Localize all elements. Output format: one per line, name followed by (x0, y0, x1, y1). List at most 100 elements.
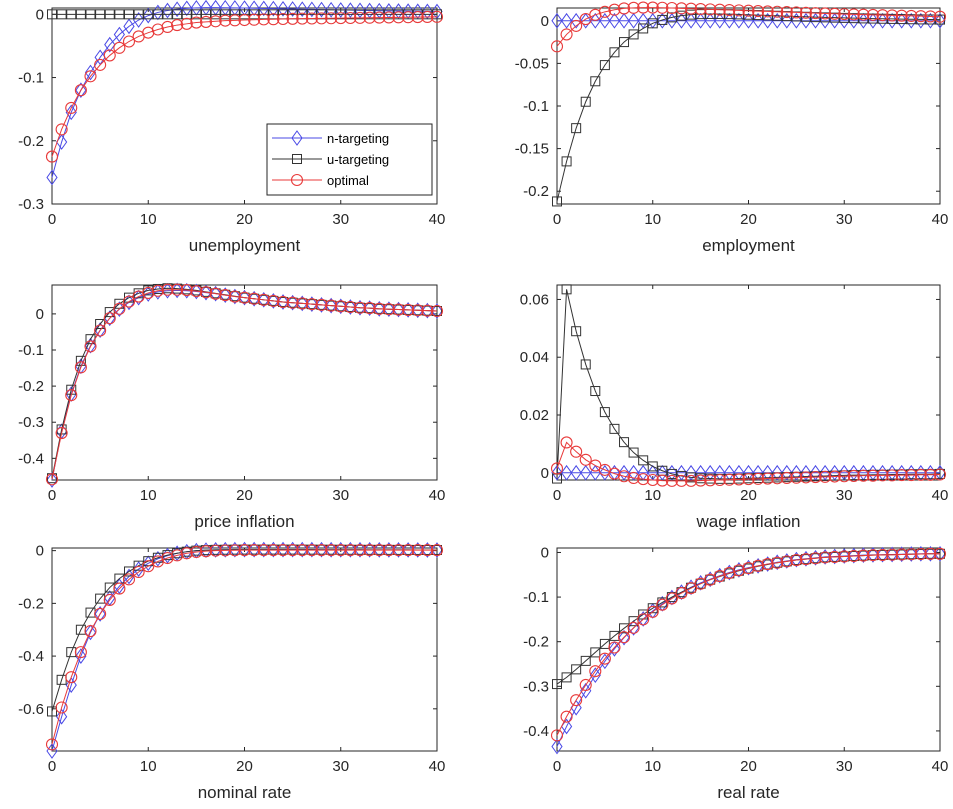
data-point-circle (286, 544, 299, 557)
data-point-circle (857, 8, 870, 21)
y-tick-label: -0.2 (523, 634, 549, 651)
data-point-circle (799, 553, 813, 566)
legend-label-n-targeting: n-targeting (327, 131, 389, 146)
y-tick-label: -0.1 (18, 342, 44, 359)
panel-wage-inflation: 0 10 20 30 40 0 0.02 0.04 0.06 wage inflation (520, 284, 948, 531)
data-point-circle (296, 12, 309, 25)
panel-real-rate: 0 10 20 30 40 0 -0.1 -0.2 -0.3 -0.4 real rate (523, 544, 948, 802)
data-point-square (561, 672, 572, 683)
y-tick-label: 0.04 (520, 349, 549, 366)
x-tick-label: 0 (48, 758, 56, 775)
data-point-square (628, 447, 639, 458)
data-point-circle (598, 652, 611, 665)
data-point-diamond (742, 464, 755, 481)
data-point-circle (895, 469, 908, 482)
data-point-diamond (354, 541, 366, 558)
data-point-circle (190, 16, 203, 29)
data-point-diamond (373, 300, 385, 317)
data-point-circle (617, 631, 631, 644)
data-point-circle (325, 544, 338, 557)
data-point-circle (828, 7, 841, 20)
data-point-circle (876, 548, 889, 561)
data-point-diamond (258, 0, 270, 17)
data-point-circle (228, 290, 241, 303)
y-tick-label: -0.2 (18, 378, 44, 395)
data-point-circle (382, 303, 395, 316)
data-point-diamond (296, 1, 308, 18)
data-point-square (552, 196, 562, 207)
data-point-diamond (123, 18, 135, 35)
data-point-circle (344, 11, 357, 25)
data-point-circle (799, 6, 813, 19)
data-point-diamond (924, 12, 937, 29)
data-point-diamond (637, 464, 649, 481)
data-point-circle (402, 544, 415, 557)
data-point-square (647, 461, 658, 472)
x-tick-label: 20 (236, 487, 253, 504)
data-point-circle (675, 474, 688, 487)
x-tick-label: 40 (932, 211, 949, 228)
data-point-circle (430, 10, 444, 23)
data-point-diamond (325, 541, 337, 558)
y-tick-label: -0.4 (18, 648, 44, 665)
series-optimal (550, 1, 947, 53)
data-point-circle (276, 12, 290, 26)
data-point-circle (809, 7, 822, 20)
data-point-diamond (675, 464, 688, 481)
data-point-circle (627, 471, 640, 485)
data-point-diamond (142, 555, 154, 572)
x-tick-label: 40 (429, 487, 446, 504)
data-point-circle (363, 302, 376, 315)
data-point-circle (103, 593, 116, 606)
x-tick-label: 10 (644, 758, 661, 775)
data-point-diamond (848, 547, 860, 564)
data-point-diamond (685, 464, 697, 481)
data-point-circle (315, 298, 328, 311)
legend-label-optimal: optimal (327, 173, 369, 188)
data-point-diamond (315, 297, 328, 313)
data-point-circle (876, 9, 889, 22)
data-point-diamond (627, 12, 640, 29)
data-point-circle (933, 10, 947, 23)
data-point-diamond (412, 3, 424, 20)
data-point-diamond (315, 541, 328, 558)
x-tick-label: 40 (932, 758, 949, 775)
axes-box (556, 284, 941, 481)
data-point-diamond (762, 12, 774, 29)
legend-marker-diamond (291, 130, 303, 146)
data-point-circle (704, 474, 717, 487)
data-point-circle (560, 710, 573, 723)
data-point-circle (819, 470, 832, 483)
data-point-circle (228, 544, 241, 557)
data-point-diamond (238, 0, 251, 16)
data-point-circle (161, 551, 174, 565)
x-tick-label: 0 (553, 758, 561, 775)
data-point-circle (646, 1, 659, 14)
x-tick-label: 30 (836, 487, 853, 504)
panel-nominal-rate: 0 10 20 30 40 0 -0.2 -0.4 -0.6 nominal rate (18, 541, 445, 802)
data-point-circle (373, 544, 386, 557)
data-point-square (133, 9, 144, 20)
data-point-diamond (781, 553, 793, 569)
data-point-diamond (637, 12, 649, 29)
data-point-circle (665, 592, 678, 605)
data-point-circle (392, 303, 405, 316)
data-point-diamond (560, 12, 573, 29)
data-point-square (191, 9, 202, 20)
data-point-circle (665, 1, 678, 15)
y-tick-label: 0 (36, 306, 44, 323)
data-point-circle (171, 549, 184, 562)
data-point-circle (742, 473, 755, 486)
data-point-circle (45, 150, 59, 163)
data-point-circle (550, 462, 564, 475)
data-point-circle (598, 5, 611, 18)
data-point-diamond (876, 546, 889, 563)
data-point-circle (392, 544, 405, 557)
data-point-diamond (412, 302, 424, 319)
data-point-circle (65, 101, 78, 114)
data-point-circle (905, 9, 918, 22)
data-point-circle (914, 468, 927, 481)
data-point-diamond (75, 82, 87, 99)
x-tick-label: 30 (332, 758, 349, 775)
data-point-circle (305, 298, 318, 311)
